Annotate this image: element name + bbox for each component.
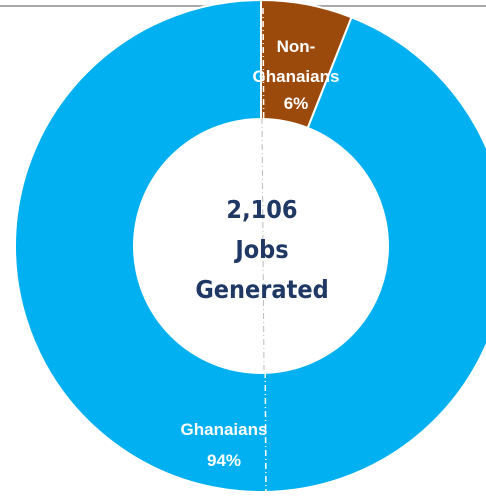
slice-label-ghanaians-value: 94% bbox=[207, 451, 241, 470]
center-label-generated: Generated bbox=[195, 275, 328, 304]
donut-hole bbox=[133, 118, 389, 374]
slice-label-non-ghanaians-line1: Non- bbox=[277, 37, 316, 56]
vertical-dash-line-inner bbox=[261, 117, 265, 371]
center-label-jobs: Jobs bbox=[233, 235, 288, 264]
slice-label-ghanaians-line1: Ghanaians bbox=[181, 420, 268, 439]
center-total: 2,106 bbox=[226, 195, 297, 224]
slice-label-non-ghanaians-value: 6% bbox=[284, 94, 309, 113]
vertical-dash-line bbox=[262, 7, 267, 499]
slice-label-non-ghanaians-line2: Ghanaians bbox=[253, 67, 340, 86]
